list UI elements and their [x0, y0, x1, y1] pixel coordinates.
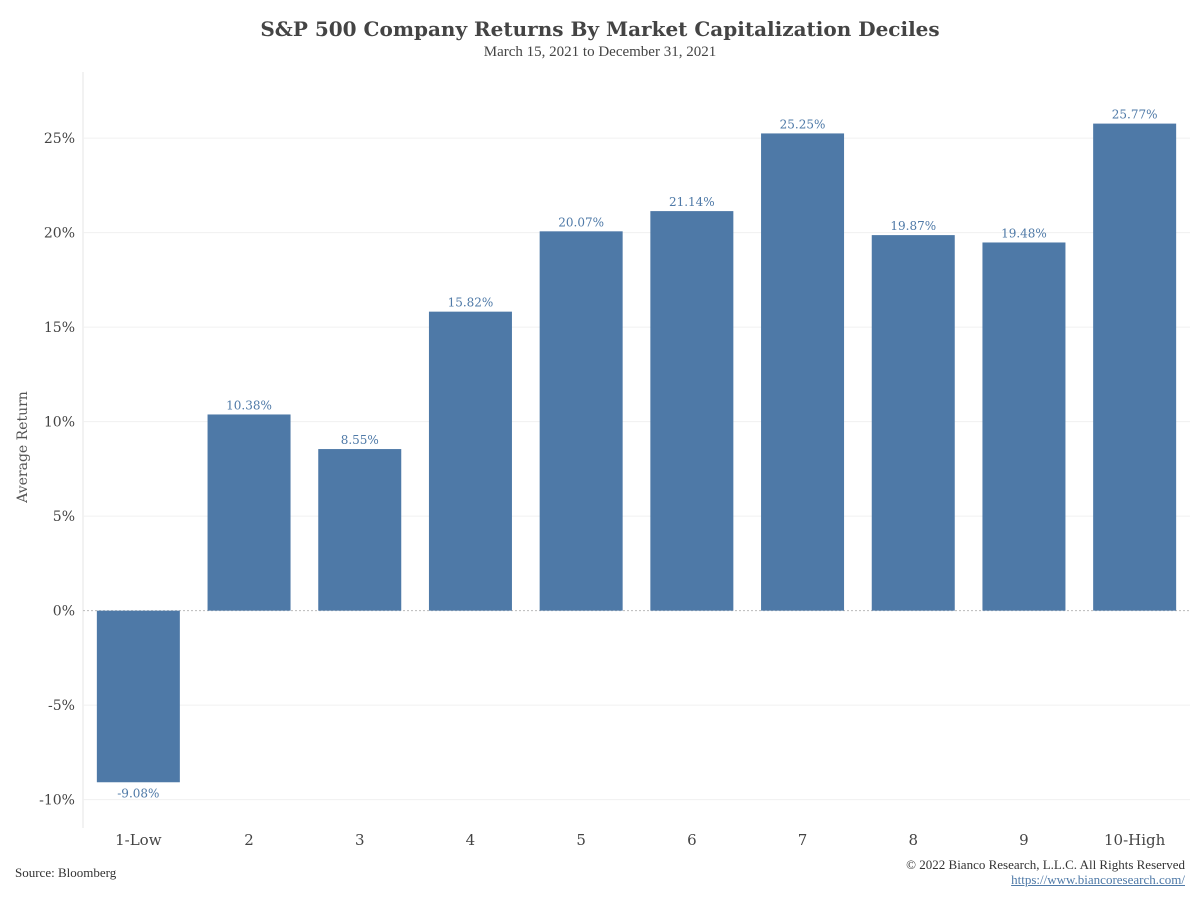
data-label: 25.25% — [780, 117, 826, 131]
bar — [318, 449, 402, 611]
x-category-label: 3 — [355, 831, 365, 849]
bar — [428, 311, 512, 611]
y-tick-label: -5% — [48, 698, 75, 714]
bar — [96, 610, 180, 783]
data-label: -9.08% — [117, 786, 159, 800]
data-labels: -9.08% 10.38% 8.55% 15.82% 20.07% 21.14% 25.25… — [117, 108, 1157, 801]
data-label: 8.55% — [341, 433, 379, 447]
x-category-label: 2 — [244, 831, 254, 849]
y-tick-label: 0% — [53, 604, 75, 620]
bar — [871, 235, 955, 611]
y-tick-label: -10% — [39, 793, 75, 809]
x-category-label: 4 — [466, 831, 476, 849]
y-tick-label: 25% — [44, 131, 75, 147]
y-axis-ticks: -10% -5% 0% 5% 10% 15% 20% 25% — [39, 131, 75, 809]
bars — [96, 123, 1177, 783]
data-label: 19.87% — [890, 219, 936, 233]
chart-title: S&P 500 Company Returns By Market Capita… — [260, 17, 940, 41]
data-label: 21.14% — [669, 195, 715, 209]
bar — [539, 231, 623, 611]
y-axis-title: Average Return — [15, 391, 31, 504]
x-category-label: 9 — [1019, 831, 1029, 849]
data-label: 10.38% — [226, 398, 272, 412]
data-label: 20.07% — [558, 215, 604, 229]
x-category-label: 6 — [687, 831, 697, 849]
x-category-label: 7 — [798, 831, 808, 849]
data-label: 15.82% — [448, 296, 494, 310]
x-category-label: 5 — [576, 831, 586, 849]
source-note: Source: Bloomberg — [15, 865, 117, 880]
y-tick-label: 15% — [44, 320, 75, 336]
data-label: 25.77% — [1112, 108, 1158, 122]
y-tick-label: 20% — [44, 226, 75, 242]
y-tick-label: 5% — [53, 509, 75, 525]
bar — [1093, 123, 1177, 611]
x-category-label: 10-High — [1104, 831, 1166, 849]
bar — [650, 211, 734, 611]
bar — [207, 414, 291, 611]
data-label: 19.48% — [1001, 226, 1047, 240]
x-category-label: 8 — [908, 831, 918, 849]
website-link[interactable]: https://www.biancoresearch.com/ — [1011, 872, 1185, 887]
chart-subtitle: March 15, 2021 to December 31, 2021 — [483, 44, 717, 60]
bar — [982, 242, 1066, 611]
copyright-note: © 2022 Bianco Research, L.L.C. All Right… — [906, 857, 1185, 872]
y-tick-label: 10% — [44, 415, 75, 431]
x-axis-categories: 1-Low 2 3 4 5 6 7 8 9 10-High — [115, 831, 1166, 849]
bar — [761, 133, 845, 611]
x-category-label: 1-Low — [115, 831, 162, 849]
